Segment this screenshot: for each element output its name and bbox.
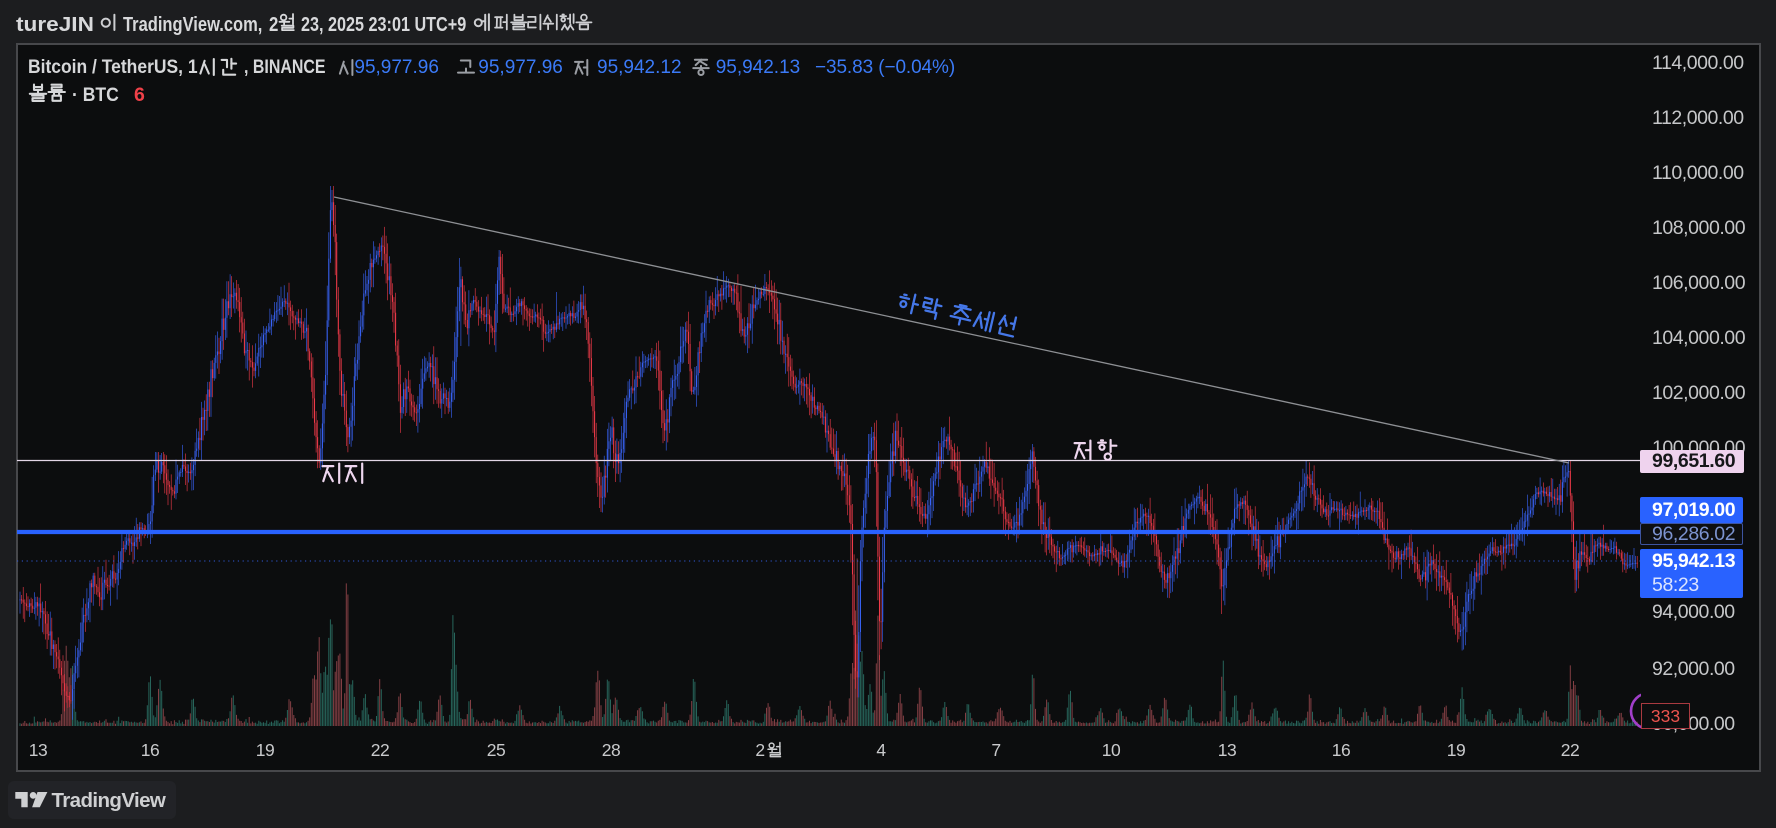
svg-text:TradingView: TradingView — [52, 789, 166, 812]
